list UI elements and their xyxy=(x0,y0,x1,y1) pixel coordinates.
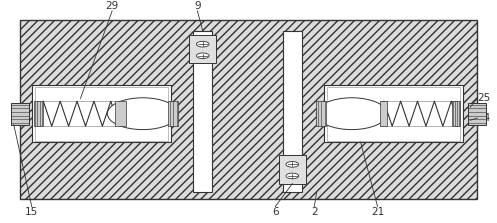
Bar xyxy=(283,31,302,192)
Circle shape xyxy=(286,173,299,179)
Text: 24: 24 xyxy=(478,113,491,123)
Bar xyxy=(32,85,170,142)
Circle shape xyxy=(196,41,209,47)
Circle shape xyxy=(196,53,209,59)
Text: 9: 9 xyxy=(194,1,201,11)
Bar xyxy=(279,155,306,184)
Bar xyxy=(380,101,387,126)
Bar xyxy=(115,101,126,126)
Bar xyxy=(327,87,460,141)
Text: 2: 2 xyxy=(311,206,318,217)
Bar xyxy=(189,35,216,63)
Bar xyxy=(168,101,178,126)
Bar xyxy=(316,101,327,126)
Bar xyxy=(19,20,478,199)
Circle shape xyxy=(286,161,299,167)
Bar xyxy=(11,103,29,125)
Text: 25: 25 xyxy=(478,93,491,103)
Bar xyxy=(468,103,486,125)
Bar xyxy=(452,101,460,126)
Circle shape xyxy=(316,98,387,130)
Text: 29: 29 xyxy=(105,1,119,11)
Text: 15: 15 xyxy=(25,206,38,217)
Text: 6: 6 xyxy=(272,206,279,217)
Bar xyxy=(34,101,43,126)
Text: 21: 21 xyxy=(371,206,384,217)
Circle shape xyxy=(107,98,178,130)
Bar xyxy=(35,87,167,141)
Bar xyxy=(193,31,212,192)
Bar xyxy=(324,85,463,142)
